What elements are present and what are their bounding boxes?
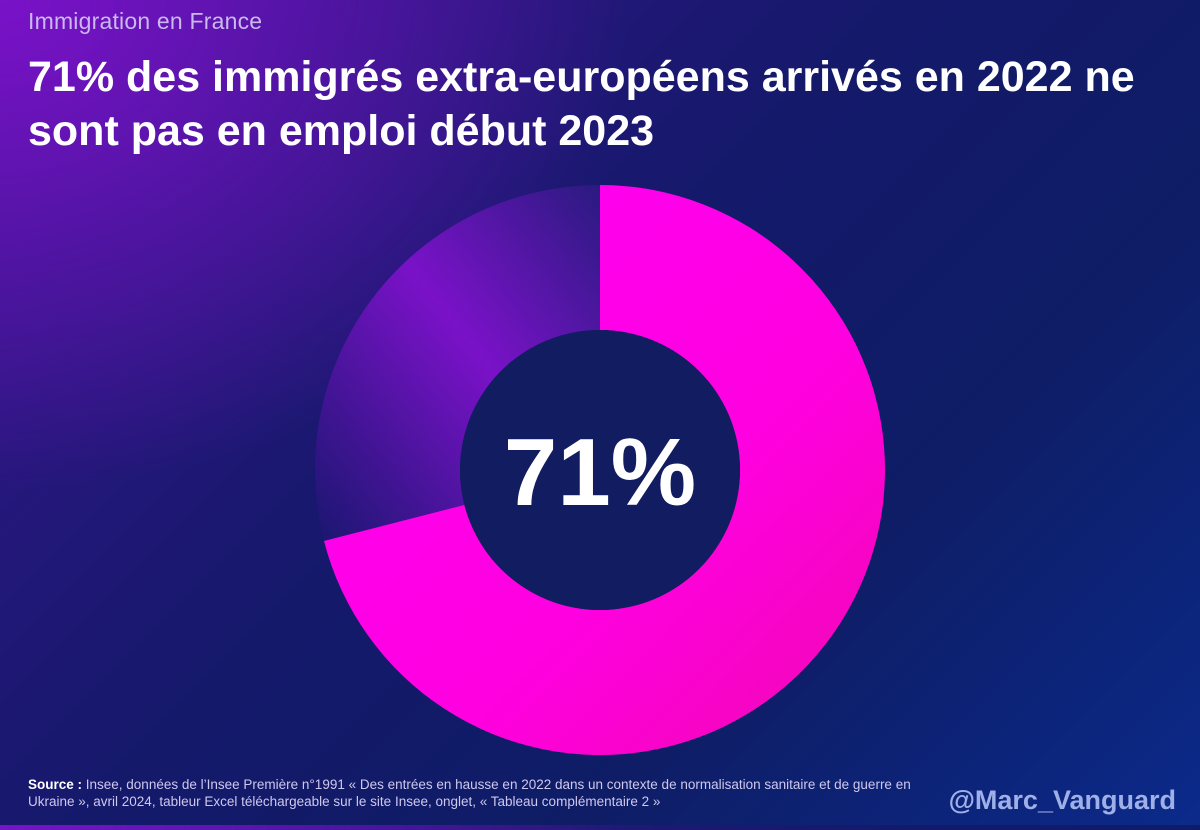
donut-slice-2: [314, 185, 600, 541]
donut-hole: [460, 330, 740, 610]
donut-slice-1: [323, 185, 885, 755]
chart-title: 71% des immigrés extra-européens arrivés…: [28, 53, 1135, 155]
author-handle: @Marc_Vanguard: [948, 785, 1176, 815]
center-value-label: 71%: [504, 419, 696, 526]
header-kicker: Immigration en France: [28, 8, 263, 34]
source-label: Source :: [28, 777, 83, 792]
source-text: Insee, données de l’Insee Première n°199…: [28, 777, 911, 809]
donut-slices: [314, 185, 885, 755]
source-note: Source : Insee, données de l’Insee Premi…: [28, 776, 928, 810]
